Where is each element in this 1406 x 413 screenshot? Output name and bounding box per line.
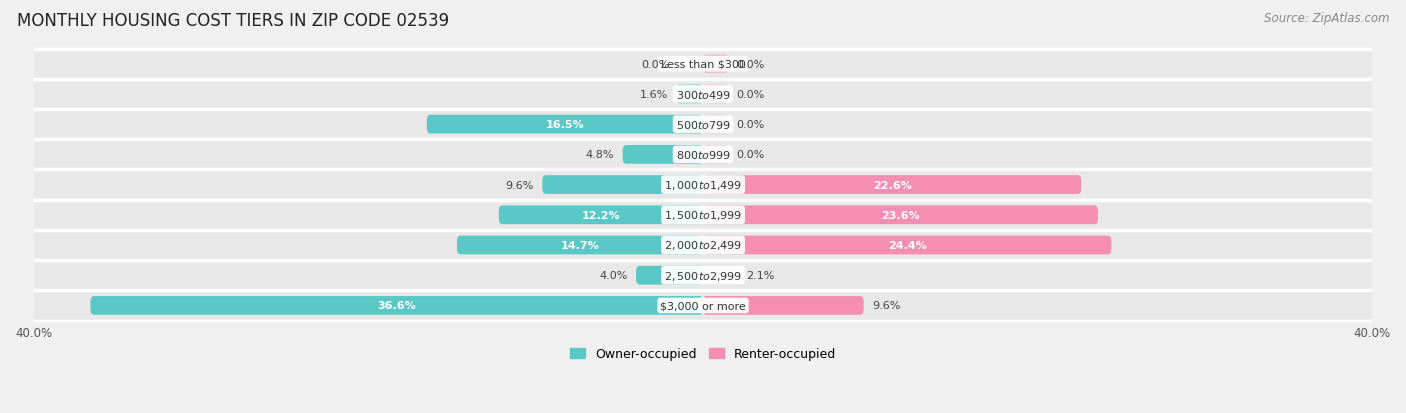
- FancyBboxPatch shape: [17, 230, 1389, 261]
- Text: 0.0%: 0.0%: [737, 120, 765, 130]
- FancyBboxPatch shape: [623, 146, 703, 164]
- Text: $800 to $999: $800 to $999: [675, 149, 731, 161]
- FancyBboxPatch shape: [17, 200, 1389, 230]
- FancyBboxPatch shape: [703, 55, 728, 74]
- FancyBboxPatch shape: [499, 206, 703, 225]
- FancyBboxPatch shape: [17, 170, 1389, 200]
- FancyBboxPatch shape: [17, 291, 1389, 321]
- Text: MONTHLY HOUSING COST TIERS IN ZIP CODE 02539: MONTHLY HOUSING COST TIERS IN ZIP CODE 0…: [17, 12, 449, 30]
- Text: $500 to $799: $500 to $799: [675, 119, 731, 131]
- FancyBboxPatch shape: [703, 266, 738, 285]
- Text: 0.0%: 0.0%: [737, 90, 765, 100]
- FancyBboxPatch shape: [17, 140, 1389, 170]
- Text: 1.6%: 1.6%: [640, 90, 668, 100]
- FancyBboxPatch shape: [457, 236, 703, 255]
- Text: 24.4%: 24.4%: [887, 240, 927, 250]
- Text: $1,000 to $1,499: $1,000 to $1,499: [664, 179, 742, 192]
- Text: 12.2%: 12.2%: [582, 210, 620, 220]
- Text: 22.6%: 22.6%: [873, 180, 911, 190]
- Text: 0.0%: 0.0%: [641, 59, 669, 69]
- FancyBboxPatch shape: [676, 85, 703, 104]
- Text: 2.1%: 2.1%: [747, 271, 775, 280]
- FancyBboxPatch shape: [703, 85, 728, 104]
- Legend: Owner-occupied, Renter-occupied: Owner-occupied, Renter-occupied: [565, 342, 841, 366]
- FancyBboxPatch shape: [17, 80, 1389, 110]
- Text: $300 to $499: $300 to $499: [675, 89, 731, 101]
- Text: Source: ZipAtlas.com: Source: ZipAtlas.com: [1264, 12, 1389, 25]
- FancyBboxPatch shape: [17, 261, 1389, 291]
- Text: 36.6%: 36.6%: [377, 301, 416, 311]
- Text: 0.0%: 0.0%: [737, 59, 765, 69]
- FancyBboxPatch shape: [703, 116, 728, 134]
- FancyBboxPatch shape: [703, 206, 1098, 225]
- Text: 23.6%: 23.6%: [882, 210, 920, 220]
- FancyBboxPatch shape: [90, 297, 703, 315]
- FancyBboxPatch shape: [703, 236, 1111, 255]
- Text: Less than $300: Less than $300: [661, 59, 745, 69]
- FancyBboxPatch shape: [703, 146, 728, 164]
- Text: $2,000 to $2,499: $2,000 to $2,499: [664, 239, 742, 252]
- Text: $3,000 or more: $3,000 or more: [661, 301, 745, 311]
- FancyBboxPatch shape: [17, 110, 1389, 140]
- FancyBboxPatch shape: [636, 266, 703, 285]
- Text: 4.0%: 4.0%: [599, 271, 627, 280]
- Text: $1,500 to $1,999: $1,500 to $1,999: [664, 209, 742, 222]
- FancyBboxPatch shape: [543, 176, 703, 195]
- FancyBboxPatch shape: [703, 297, 863, 315]
- Text: 16.5%: 16.5%: [546, 120, 585, 130]
- Text: 9.6%: 9.6%: [872, 301, 900, 311]
- Text: 9.6%: 9.6%: [506, 180, 534, 190]
- FancyBboxPatch shape: [703, 176, 1081, 195]
- FancyBboxPatch shape: [427, 116, 703, 134]
- Text: 14.7%: 14.7%: [561, 240, 599, 250]
- Text: 0.0%: 0.0%: [737, 150, 765, 160]
- Text: $2,500 to $2,999: $2,500 to $2,999: [664, 269, 742, 282]
- Text: 4.8%: 4.8%: [586, 150, 614, 160]
- FancyBboxPatch shape: [17, 50, 1389, 80]
